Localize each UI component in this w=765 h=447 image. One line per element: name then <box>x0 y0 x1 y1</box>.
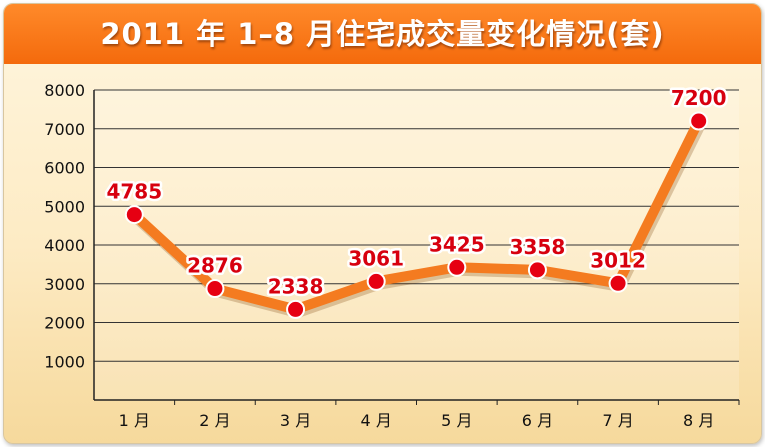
data-point <box>205 279 225 299</box>
x-tick-label: 3 月 <box>280 411 311 430</box>
line-chart: 1000 2000 3000 4000 5000 6000 7000 8000 1 月 2 月 3 … <box>44 81 740 430</box>
data-point <box>124 205 144 225</box>
y-tick-label: 7000 <box>44 120 85 139</box>
data-label: 3358 <box>510 235 566 259</box>
data-label-halo: 3425 <box>429 232 485 256</box>
data-point <box>527 260 547 280</box>
data-point <box>286 299 306 319</box>
x-tick-label: 2 月 <box>199 411 230 430</box>
title-bar <box>4 4 761 64</box>
x-tick-label: 8 月 <box>683 411 714 430</box>
x-tick-label: 5 月 <box>441 411 472 430</box>
data-label-halo: 3012 <box>590 248 646 272</box>
x-tick-label: 1 月 <box>119 411 150 430</box>
data-label: 3061 <box>348 246 404 270</box>
y-tick-label: 4000 <box>44 236 85 255</box>
data-label: 2876 <box>187 254 243 278</box>
data-label-halo: 2338 <box>268 274 324 298</box>
data-point <box>366 271 386 291</box>
data-label: 4785 <box>106 180 162 204</box>
y-tick-label: 2000 <box>44 314 85 333</box>
data-point <box>608 273 628 293</box>
chart-frame: 2011 年 1–8 月住宅成交量变化情况(套) 1000 2000 3000 400… <box>3 3 762 444</box>
data-label: 3425 <box>429 232 485 256</box>
chart-title: 2011 年 1–8 月住宅成交量变化情况(套) <box>100 17 665 51</box>
data-label-halo: 4785 <box>106 180 162 204</box>
y-tick-label: 5000 <box>44 197 85 216</box>
data-label: 3012 <box>590 248 646 272</box>
y-tick-label: 3000 <box>44 275 85 294</box>
y-tick-label: 6000 <box>44 159 85 178</box>
data-label-halo: 3358 <box>510 235 566 259</box>
data-point <box>689 111 709 131</box>
data-label-halo: 7200 <box>671 86 727 110</box>
data-label: 7200 <box>671 86 727 110</box>
data-label-halo: 3061 <box>348 246 404 270</box>
data-label-halo: 2876 <box>187 254 243 278</box>
x-tick-label: 6 月 <box>522 411 553 430</box>
y-tick-label: 1000 <box>44 352 85 371</box>
data-point <box>447 257 467 277</box>
series-line <box>129 116 704 315</box>
x-tick-label: 7 月 <box>602 411 633 430</box>
y-tick-label: 8000 <box>44 81 85 100</box>
data-label: 2338 <box>268 274 324 298</box>
x-tick-label: 4 月 <box>361 411 392 430</box>
